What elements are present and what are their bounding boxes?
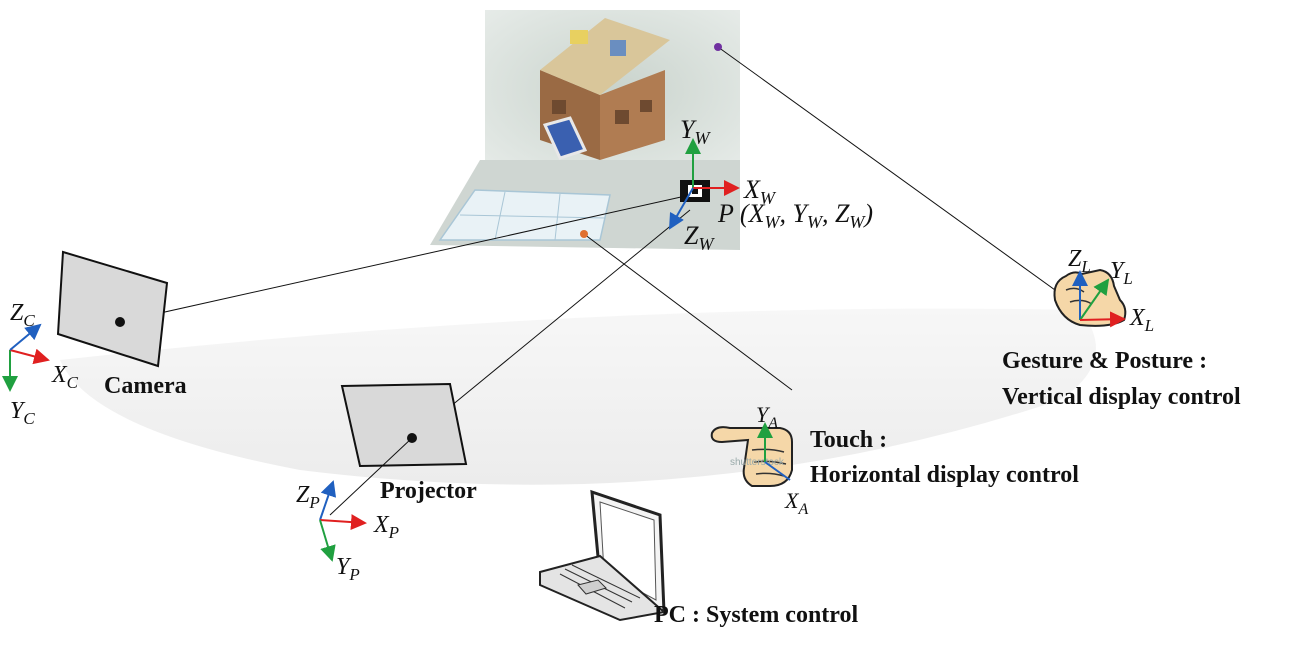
touch-y-label: Y [756,402,771,427]
projector-y-label: Y [336,554,352,580]
svg-text:YL: YL [1110,258,1133,288]
camera-z-label: Z [10,300,24,326]
svg-text:ZC: ZC [10,300,35,330]
laptop-icon [539,489,667,622]
floor-band [60,308,1096,485]
marker-orange [580,230,588,238]
touch-ray [583,233,793,391]
world-x-label: X [743,175,761,204]
camera-center [115,317,125,327]
projector-axes [319,480,367,562]
house-model-image [430,10,740,250]
svg-text:XA: XA [784,488,808,518]
svg-text:ZL: ZL [1068,246,1091,276]
pointing-hand-icon [710,426,793,487]
gesture-ray [717,46,1081,309]
point-label: P (XW, YW, ZW) [717,199,873,232]
camera-y-label: Y [10,398,26,424]
svg-text:ZW: ZW [684,221,715,254]
svg-text:YC: YC [10,398,35,428]
projector-plane-icon [340,382,468,468]
camera-x-label: X [51,362,68,388]
svg-text:YW: YW [680,115,711,148]
svg-text:YP: YP [336,554,360,584]
camera-label: Camera [104,373,187,399]
gesture-y-label: Y [1110,258,1126,284]
svg-text:XL: XL [1129,305,1154,335]
camera-plane-icon [56,250,169,368]
svg-text:ZP: ZP [296,482,320,512]
touch-x-label: X [784,488,800,513]
pc-label: PC : System control [654,602,859,628]
gesture-x-label: X [1129,305,1146,331]
gesture-axes [1072,270,1126,328]
gesture-label-line2: Vertical display control [1002,384,1241,410]
touch-label-line2: Horizontal display control [810,462,1079,488]
touch-label-line1: Touch : [810,427,887,453]
watermark: shutterstock [730,457,785,468]
projector-ray [411,209,691,439]
camera-ray [119,194,691,323]
marker-purple [714,43,722,51]
svg-text:XP: XP [373,512,399,542]
svg-text:XW: XW [743,175,777,208]
gesture-label-line1: Gesture & Posture : [1002,348,1207,374]
svg-text:YA: YA [756,402,778,432]
world-z-label: Z [684,221,699,250]
world-axes [669,138,740,230]
touch-axes [757,422,791,481]
world-y-label: Y [680,115,697,144]
svg-text:XC: XC [51,362,79,392]
projector-x-label: X [373,512,390,538]
projector-label: Projector [380,478,477,504]
gesture-z-label: Z [1068,246,1082,272]
camera-axes [2,323,50,392]
projector-z-label: Z [296,482,310,508]
